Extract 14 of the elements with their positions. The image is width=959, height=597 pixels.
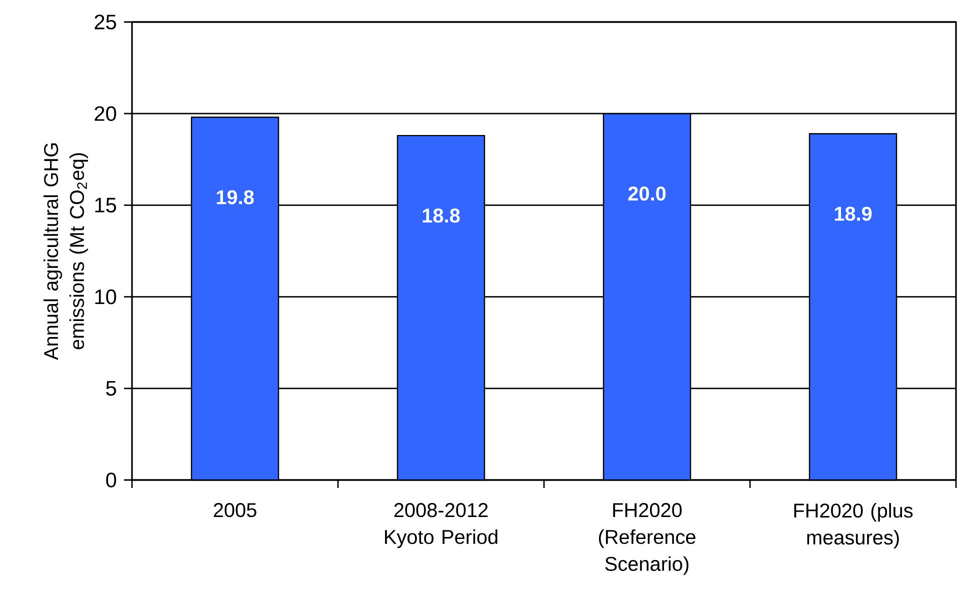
x-tick-label: FH2020 (Reference Scenario) <box>598 503 696 575</box>
data-label: 18.8 <box>422 208 460 223</box>
y-tick-label: 0 <box>106 472 116 488</box>
x-tick-label: FH2020 (plus measures) <box>794 503 913 548</box>
y-tick-label: 15 <box>95 198 116 213</box>
y-tick-label: 10 <box>95 289 116 304</box>
x-tick-label: 2005 <box>214 503 256 518</box>
data-label: 19.8 <box>216 190 254 204</box>
y-tick-label: 5 <box>106 381 116 396</box>
x-tick-label: 2008-2012 Kyoto Period <box>385 503 498 548</box>
data-label: 20.0 <box>628 186 666 201</box>
y-tick-label: 20 <box>94 106 116 122</box>
y-tick-label: 25 <box>94 14 116 30</box>
data-label: 18.9 <box>834 206 872 221</box>
